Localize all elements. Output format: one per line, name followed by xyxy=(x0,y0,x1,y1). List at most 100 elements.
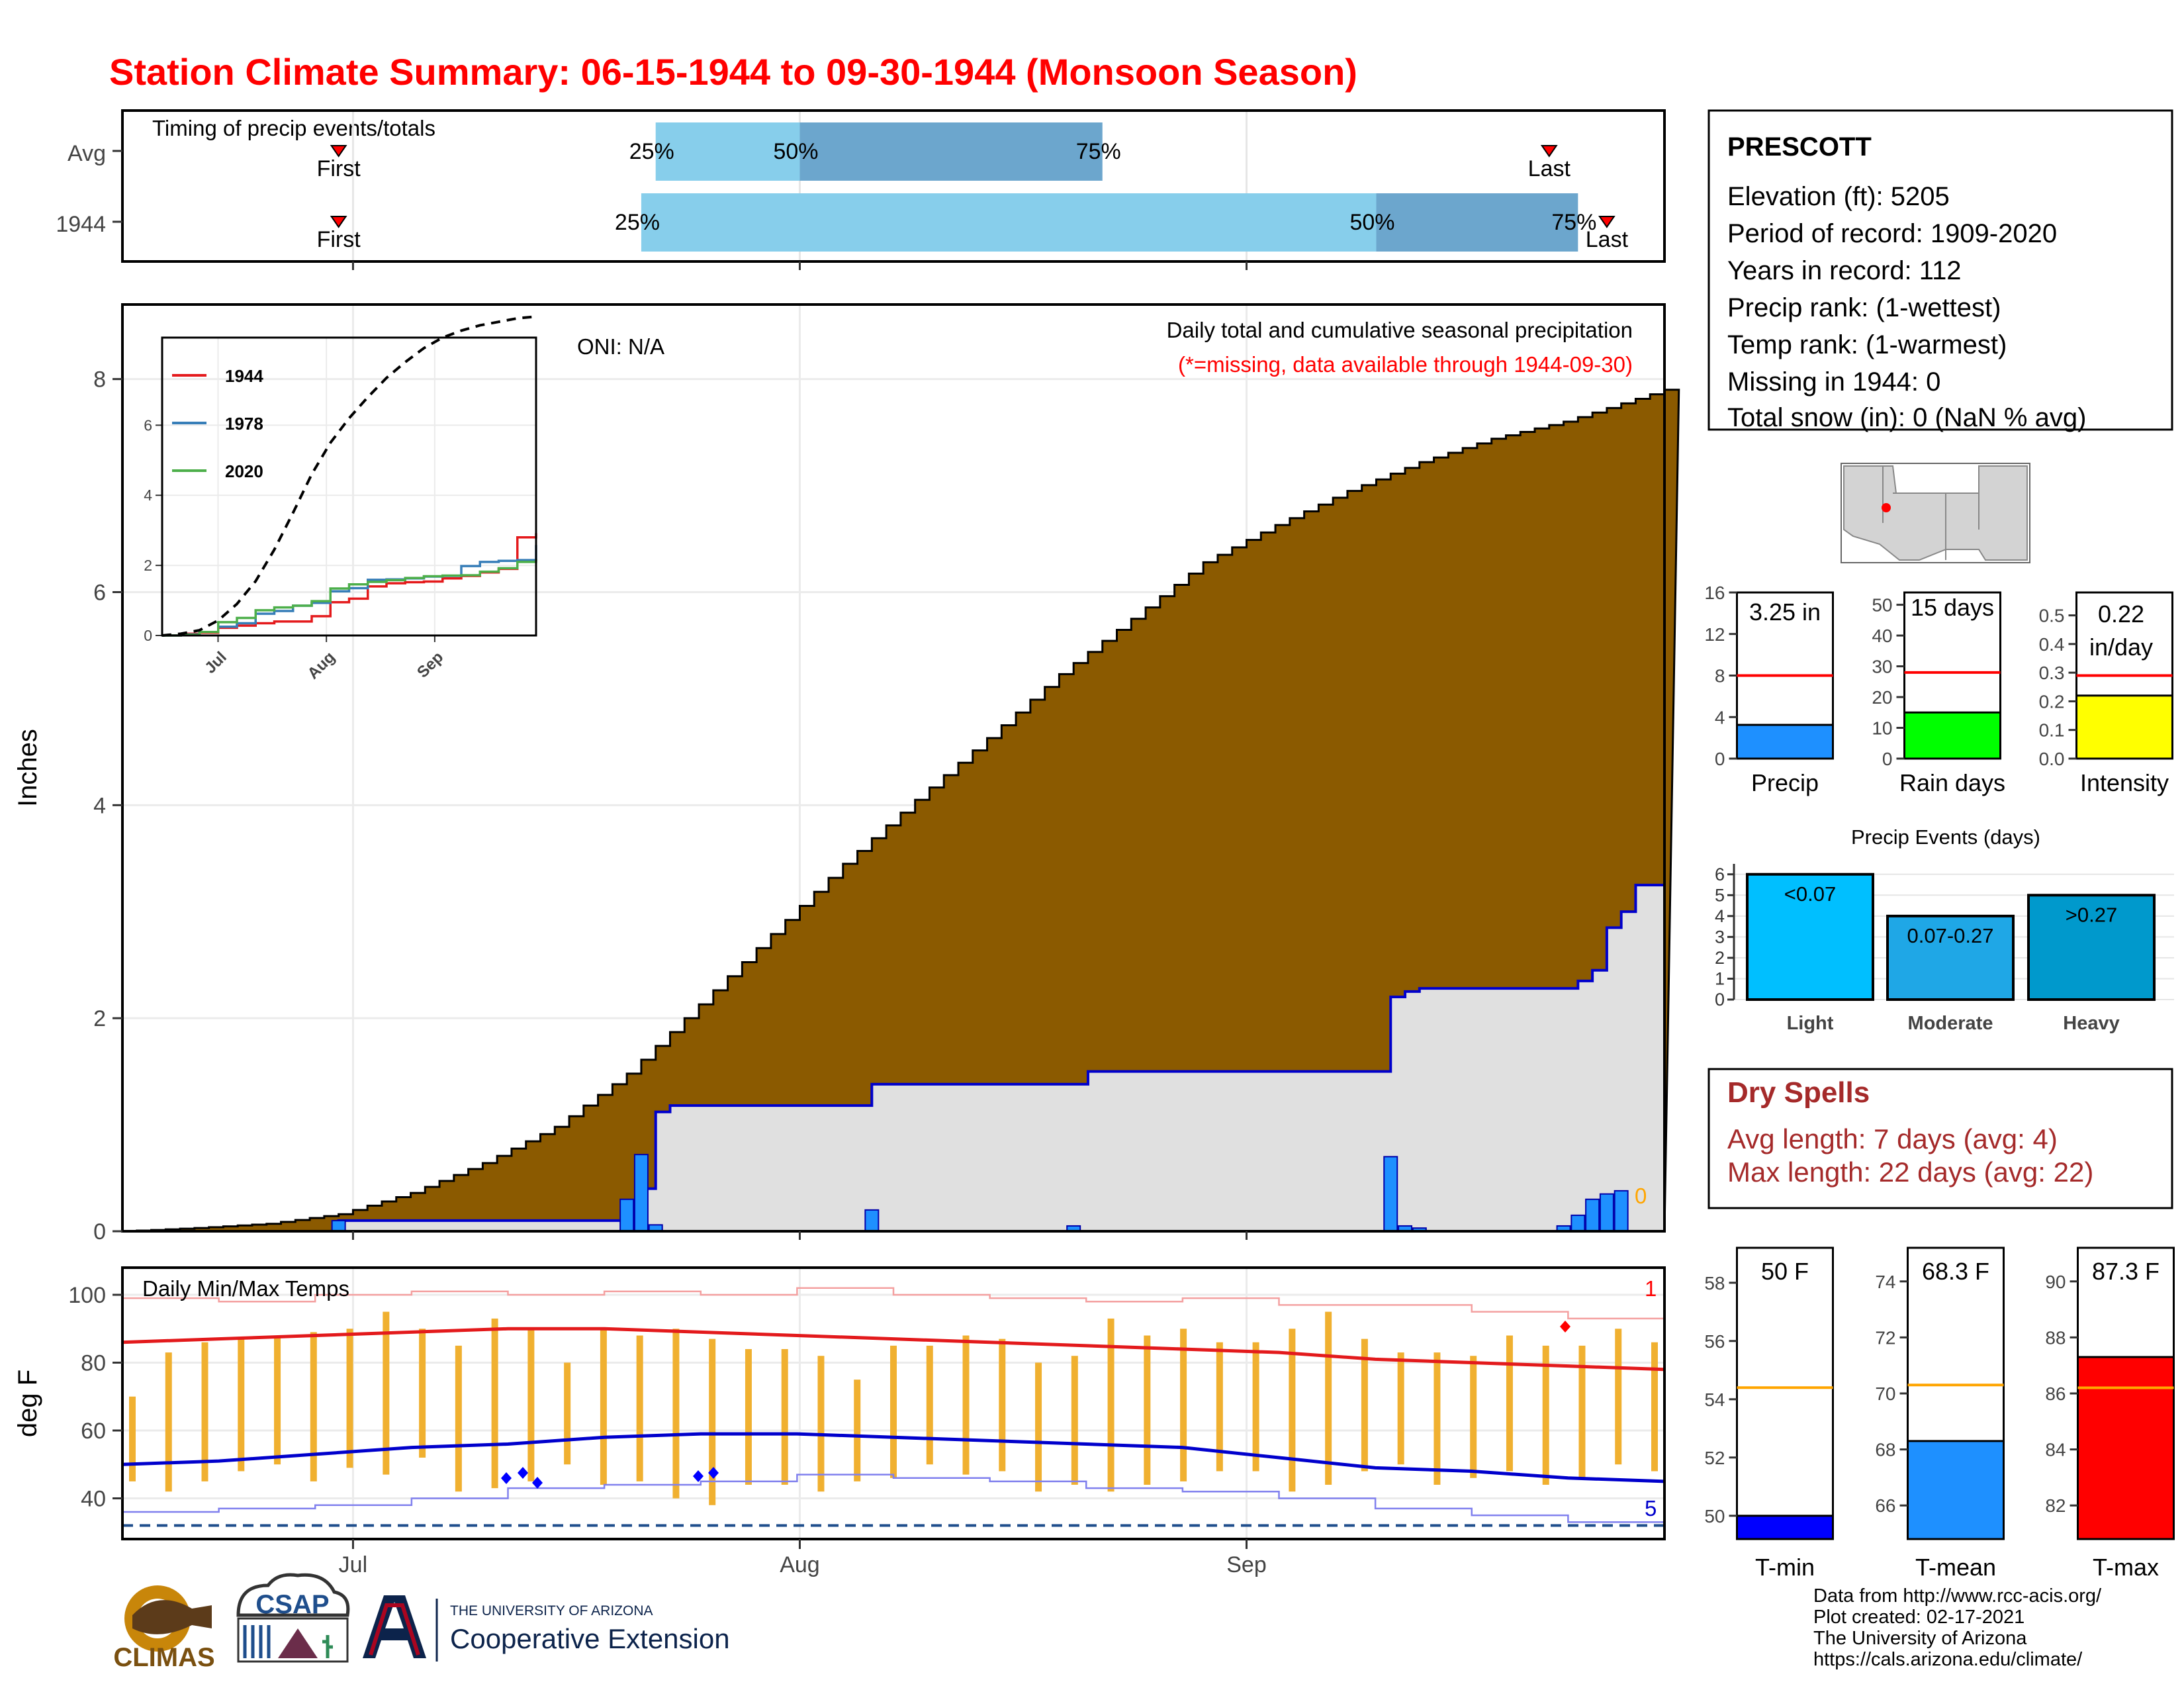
rain-days-panel-value-bar xyxy=(1903,711,2001,760)
daily-temp-bar xyxy=(1397,1352,1404,1465)
daily-temp-bar xyxy=(201,1342,208,1481)
daily-temp-bar xyxy=(926,1345,933,1465)
daily-temp-bar xyxy=(527,1329,535,1481)
precip-panel-value-bar xyxy=(1736,724,1834,760)
climas-logo-shape xyxy=(132,1600,212,1634)
rain-days-panel-ytick-label: 50 xyxy=(1872,595,1892,616)
temp-series-line xyxy=(122,1327,1665,1372)
tmean-panel-ytick-label: 70 xyxy=(1875,1383,1895,1404)
tmax-panel-ytick-label: 82 xyxy=(2045,1495,2066,1516)
tmin-panel-value-bar xyxy=(1736,1515,1834,1540)
station-years: Years in record: 112 xyxy=(1727,256,1962,285)
events-ytick-label: 6 xyxy=(1715,865,1725,884)
inset-ytick-label: 2 xyxy=(144,557,152,574)
timing-first-marker-icon xyxy=(330,216,347,228)
inset-ytick-label: 4 xyxy=(144,487,152,504)
inset-ytick-label: 6 xyxy=(144,416,152,434)
record-low-marker-icon xyxy=(532,1477,543,1489)
daily-temp-bar xyxy=(1361,1338,1368,1472)
daily-temp-bar xyxy=(1107,1318,1115,1492)
temp-ytick-label: 60 xyxy=(81,1419,106,1444)
tmax-panel-ytick-label: 88 xyxy=(2045,1327,2066,1348)
daily-temp-bar xyxy=(709,1338,716,1505)
events-xtick-label: Heavy xyxy=(2063,1013,2119,1034)
daily-temp-bar xyxy=(781,1349,788,1485)
dry-spells-max: Max length: 22 days (avg: 22) xyxy=(1727,1156,2093,1188)
intensity-value-label: 0.22 xyxy=(2098,600,2144,628)
footer-line-1: Data from http://www.rcc-acis.org/ xyxy=(1813,1585,2102,1607)
timing-q25-q50-band xyxy=(641,193,1377,252)
tmax-panel-ytick-label: 84 xyxy=(2045,1440,2066,1460)
main-plot-frame xyxy=(121,303,1666,1233)
daily-temp-bar xyxy=(999,1338,1006,1472)
tmean-value-label: 68.3 F xyxy=(1922,1258,1989,1285)
footer-line-4: https://cals.arizona.edu/climate/ xyxy=(1813,1649,2083,1670)
daily-temp-bar xyxy=(129,1396,136,1481)
daily-precip-bar xyxy=(1585,1198,1600,1232)
dry-spells-avg: Avg length: 7 days (avg: 4) xyxy=(1727,1123,2058,1154)
daily-temp-bar xyxy=(1216,1342,1223,1472)
timing-avg-q25-label: 25% xyxy=(629,139,674,164)
station-period: Period of record: 1909-2020 xyxy=(1727,219,2057,248)
daily-temp-bar xyxy=(1071,1356,1078,1485)
rain-days-panel-ytick-label: 40 xyxy=(1872,626,1892,646)
ua-logo-big-text: Cooperative Extension xyxy=(450,1623,730,1654)
main-ytick-label: 6 xyxy=(93,580,106,605)
station-temp-rank: Temp rank: (1-warmest) xyxy=(1727,330,2007,359)
ua-a-logo-outer xyxy=(363,1595,426,1658)
daily-temp-bar xyxy=(600,1329,607,1485)
record-low-marker-icon xyxy=(518,1467,528,1479)
daily-temp-bar xyxy=(1325,1311,1332,1485)
precip-panel-ytick-label: 12 xyxy=(1704,624,1725,645)
daily-temp-bar xyxy=(310,1332,317,1481)
precip-panel-ytick-label: 0 xyxy=(1715,749,1725,769)
x-axis-tick-label: Sep xyxy=(1226,1552,1267,1577)
inset-legend-1978: 1978 xyxy=(225,414,263,434)
missing-count: 0 xyxy=(1635,1184,1647,1208)
timing-title: Timing of precip events/totals xyxy=(152,116,435,140)
main-ytick-label: 8 xyxy=(93,367,106,393)
timing-last-label: Last xyxy=(1586,227,1629,252)
footer-credits: Data from http://www.rcc-acis.org/ Plot … xyxy=(1813,1585,2102,1670)
csap-logo: CSAP xyxy=(236,1573,350,1663)
tmin-panel-ytick-label: 56 xyxy=(1704,1331,1725,1352)
tmean-panel-ytick-label: 72 xyxy=(1875,1327,1895,1348)
temp-chart-title: Daily Min/Max Temps xyxy=(142,1276,349,1301)
daily-temp-bar xyxy=(1433,1352,1441,1485)
oni-label: ONI: N/A xyxy=(577,334,664,359)
precip-value-label: 3.25 in xyxy=(1749,598,1821,626)
intensity-panel-ytick-label: 0.5 xyxy=(2039,606,2065,626)
temp-y-axis-label: deg F xyxy=(13,1370,42,1437)
main-annotation: Daily total and cumulative seasonal prec… xyxy=(1167,318,1633,342)
events-bar-moderate xyxy=(1886,914,2015,1002)
daily-temp-bar xyxy=(383,1311,390,1475)
tmin-panel-ytick-label: 58 xyxy=(1704,1273,1725,1293)
record-low-count: 5 xyxy=(1645,1496,1657,1521)
main-y-axis-label: Inches xyxy=(13,729,42,807)
events-xtick-label: Moderate xyxy=(1908,1013,1993,1034)
year-cumulative-area xyxy=(122,885,1664,1231)
x-axis-tick-label: Aug xyxy=(780,1552,820,1577)
daily-temp-bar xyxy=(1470,1356,1477,1478)
timing-last-marker-icon xyxy=(1540,145,1558,158)
missing-note: (*=missing, data available through 1944-… xyxy=(1178,352,1633,377)
daily-temp-bar xyxy=(962,1335,970,1475)
daily-precip-bar xyxy=(864,1209,880,1232)
events-title: Precip Events (days) xyxy=(1851,825,2040,849)
tmean-panel-ytick-label: 68 xyxy=(1875,1440,1895,1460)
climas-logo-text: CLIMAS xyxy=(113,1643,214,1672)
events-bar-heavy xyxy=(2027,894,2156,1002)
tmin-panel-ytick-label: 54 xyxy=(1704,1389,1725,1410)
avg-cumulative-area xyxy=(122,389,1680,1233)
timing-q25-label: 25% xyxy=(615,210,660,235)
inset-legend-1944: 1944 xyxy=(225,366,263,386)
daily-temp-bar xyxy=(1542,1345,1549,1485)
temperature-summary-panels: 50 52 54 56 58 66 68 70 72 74 82 84 86 88 90 50 F T-min 6… xyxy=(1704,1246,2175,1581)
record-low-marker-icon xyxy=(501,1472,512,1484)
rain-days-panel-ytick-label: 0 xyxy=(1882,749,1893,769)
temp-ytick-label: 40 xyxy=(81,1487,106,1512)
csap-cactus-icon xyxy=(322,1635,333,1658)
precip-main-chart: 0 2 4 6 8 Inches ONI: N/A Daily total and cu… xyxy=(13,303,1680,1244)
